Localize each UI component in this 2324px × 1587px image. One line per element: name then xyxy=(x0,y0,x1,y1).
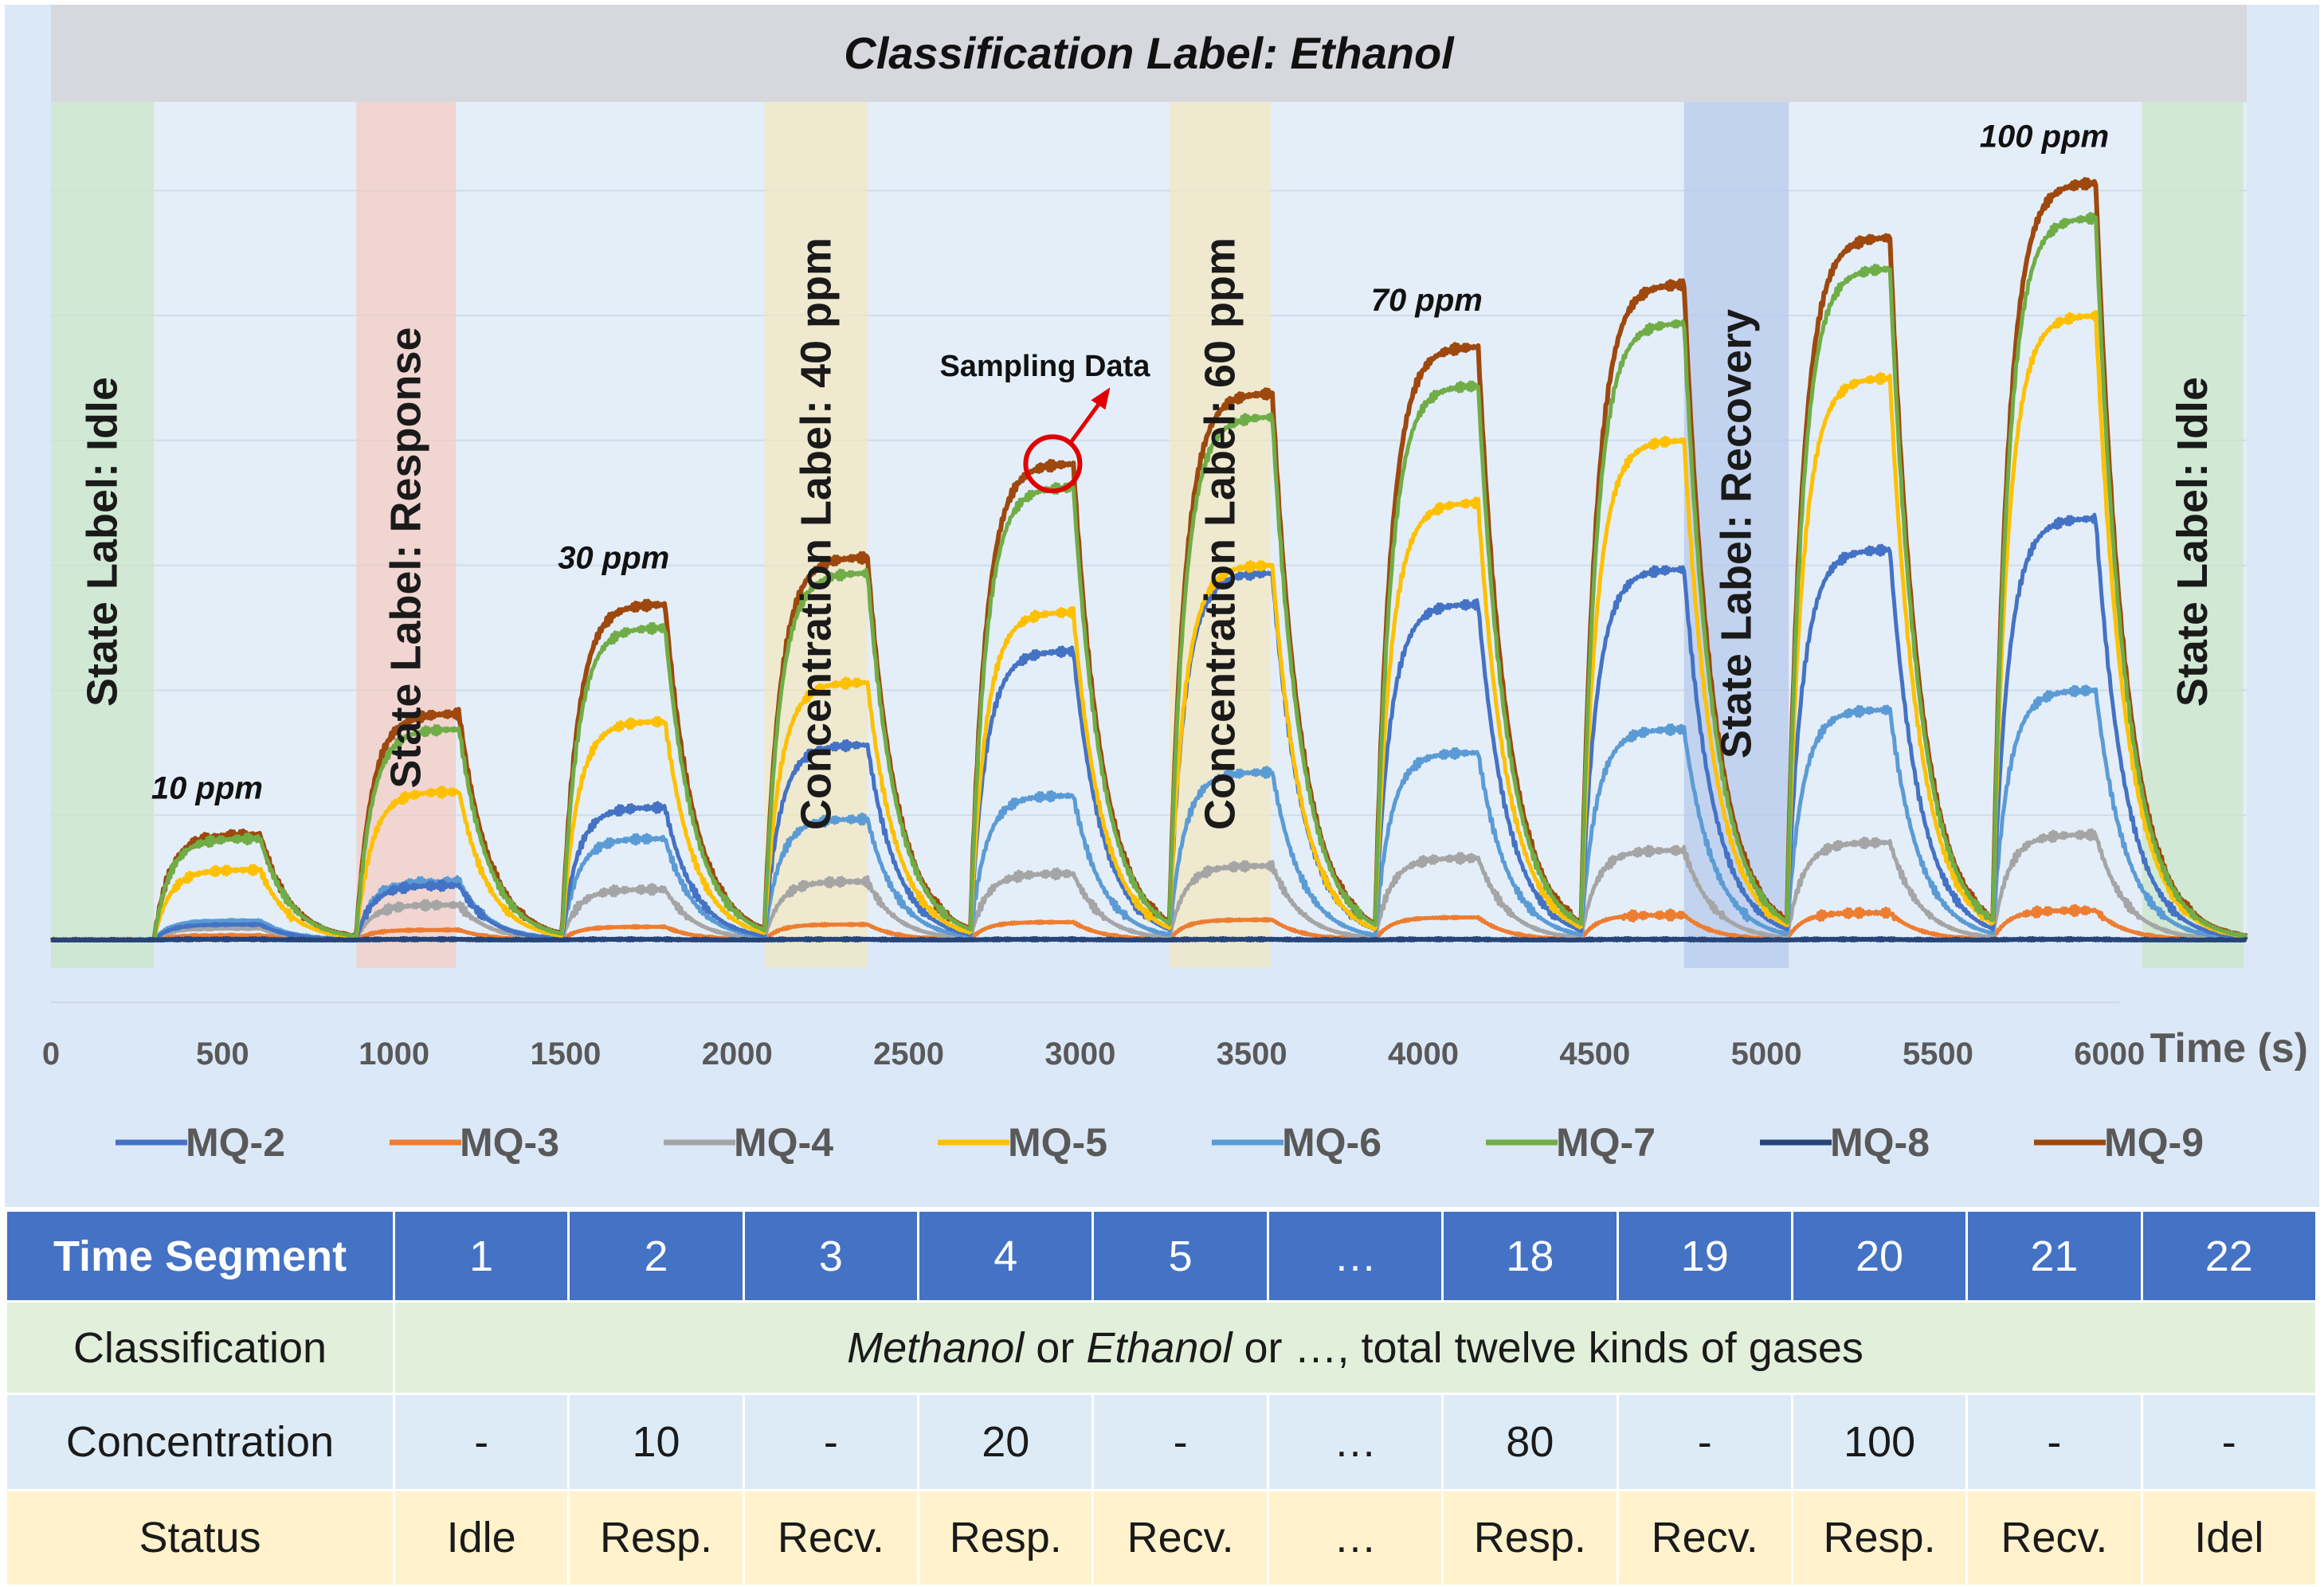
concentration-cell: - xyxy=(1616,1393,1793,1491)
status-cell: Resp. xyxy=(1790,1488,1969,1587)
legend-entry: MQ-2 xyxy=(186,1120,285,1165)
status-cell: Resp. xyxy=(1441,1488,1619,1587)
x-tick-label: 4500 xyxy=(1559,1036,1630,1072)
x-tick-label: 5000 xyxy=(1731,1036,1802,1072)
legend-entry: MQ-8 xyxy=(1830,1120,1930,1165)
concentration-peak-label: 100 ppm xyxy=(1980,119,2109,154)
concentration-cell: - xyxy=(742,1393,920,1491)
x-tick-label: 4000 xyxy=(1388,1036,1459,1072)
segment-cell: 3 xyxy=(742,1209,920,1303)
concentration-cell: … xyxy=(1266,1393,1444,1491)
state-band-label: State Label: Recovery xyxy=(1712,309,1760,758)
x-tick-label: 0 xyxy=(42,1036,60,1072)
state-band-label: State Label: Idle xyxy=(79,377,127,707)
concentration-cell: - xyxy=(2140,1393,2318,1491)
table-row-concentration: Concentration - 10 - 20 - … 80 - 100 - - xyxy=(5,1393,2318,1491)
segment-cell: 2 xyxy=(567,1209,745,1303)
state-band-label: State Label: Idle xyxy=(2169,377,2216,707)
table-row-time-segment: Time Segment 1 2 3 4 5 … 18 19 20 21 22 xyxy=(5,1209,2318,1303)
legend-entry: MQ-4 xyxy=(734,1120,833,1165)
concentration-peak-label: 70 ppm xyxy=(1371,283,1483,318)
annotation-labels: State Label: Idle State Label: Response Co… xyxy=(79,119,2217,830)
status-label: Status xyxy=(5,1488,395,1587)
concentration-peak-label: 30 ppm xyxy=(558,541,669,576)
segment-cell: 5 xyxy=(1091,1209,1269,1303)
segment-table: Time Segment 1 2 3 4 5 … 18 19 20 21 22 … xyxy=(5,1209,2318,1587)
status-cell: Idle xyxy=(392,1488,570,1587)
sampling-data-arrow xyxy=(1068,400,1103,445)
series-line-mq-8 xyxy=(49,935,2248,942)
legend-entry: MQ-6 xyxy=(1282,1120,1381,1165)
state-band xyxy=(51,102,155,968)
status-cell: Resp. xyxy=(917,1488,1095,1587)
legend-entry: MQ-3 xyxy=(460,1120,559,1165)
classification-label: Classification xyxy=(5,1300,395,1396)
chart-title: Classification Label: Ethanol xyxy=(844,28,1455,78)
status-cell: Recv. xyxy=(1091,1488,1269,1587)
segment-cell: … xyxy=(1266,1209,1444,1303)
concentration-cell: - xyxy=(1965,1393,2143,1491)
legend-entry: MQ-5 xyxy=(1008,1120,1107,1165)
segment-cell: 21 xyxy=(1965,1209,2143,1303)
sampling-data-marker xyxy=(1023,434,1083,494)
gas-methanol: Methanol xyxy=(847,1323,1025,1372)
state-band xyxy=(2142,102,2244,968)
legend: MQ-2 MQ-3 MQ-4 MQ-5 MQ-6 MQ-7 MQ-8 MQ-9 xyxy=(116,1120,2204,1165)
sensor-response-chart: State Label: Idle State Label: Response Co… xyxy=(5,5,2319,1207)
series-line-mq-7 xyxy=(50,212,2248,942)
concentration-cell: 100 xyxy=(1790,1393,1969,1491)
status-cell: Recv. xyxy=(1616,1488,1793,1587)
x-tick-label: 6000 xyxy=(2074,1036,2145,1072)
status-cell: Recv. xyxy=(742,1488,920,1587)
classification-value: Methanol or Ethanol or …, total twelve k… xyxy=(393,1300,2318,1396)
x-tick-label: 3500 xyxy=(1217,1036,1287,1072)
concentration-peak-label: 10 ppm xyxy=(151,771,263,806)
concentration-cell: 10 xyxy=(567,1393,745,1491)
gas-ethanol: Ethanol xyxy=(1086,1323,1233,1372)
legend-entry: MQ-9 xyxy=(2104,1120,2204,1165)
time-segment-header: Time Segment xyxy=(5,1209,395,1303)
series-lines xyxy=(49,177,2249,942)
x-tick-label: 5500 xyxy=(1903,1036,1973,1072)
series-line-mq-4 xyxy=(50,828,2248,942)
segment-cell: 1 xyxy=(392,1209,570,1303)
status-cell: Resp. xyxy=(567,1488,745,1587)
x-tick-label: 3000 xyxy=(1044,1036,1115,1072)
segment-cell: 4 xyxy=(917,1209,1095,1303)
status-cell: Recv. xyxy=(1965,1488,2143,1587)
state-band-label: Concentration Label: 60 ppm xyxy=(1196,237,1244,830)
x-tick-label: 1500 xyxy=(530,1036,601,1072)
status-cell: Idel xyxy=(2140,1488,2318,1587)
state-band-label: Concentration Label: 40 ppm xyxy=(792,237,840,830)
x-tick-label: 2500 xyxy=(873,1036,944,1072)
segment-cell: 19 xyxy=(1616,1209,1793,1303)
state-band xyxy=(356,102,457,968)
concentration-label: Concentration xyxy=(5,1393,395,1491)
or-text: or xyxy=(1024,1323,1087,1372)
sampling-data-arrowhead xyxy=(1091,387,1111,410)
concentration-cell: - xyxy=(392,1393,570,1491)
x-tick-label: 500 xyxy=(196,1036,249,1072)
series-line-mq-5 xyxy=(50,310,2248,942)
segment-cell: 20 xyxy=(1790,1209,1969,1303)
x-axis-label: Time (s) xyxy=(2150,1025,2308,1072)
x-tick-label: 2000 xyxy=(702,1036,773,1072)
table-row-classification: Classification Methanol or Ethanol or …,… xyxy=(5,1300,2318,1396)
segment-cell: 22 xyxy=(2140,1209,2318,1303)
title-bar xyxy=(51,5,2247,102)
concentration-cell: - xyxy=(1091,1393,1269,1491)
table-row-status: Status Idle Resp. Recv. Resp. Recv. … Re… xyxy=(5,1488,2318,1587)
segment-cell: 18 xyxy=(1441,1209,1619,1303)
x-axis: 0 500 1000 1500 2000 2500 3000 3500 4000 4500 5000… xyxy=(42,1001,2145,1072)
state-band-label: State Label: Response xyxy=(382,327,430,788)
status-cell: … xyxy=(1266,1488,1444,1587)
classification-rest: or …, total twelve kinds of gases xyxy=(1232,1323,1864,1372)
concentration-cell: 80 xyxy=(1441,1393,1619,1491)
x-tick-label: 1000 xyxy=(359,1036,429,1072)
concentration-cell: 20 xyxy=(917,1393,1095,1491)
sampling-data-label: Sampling Data xyxy=(939,350,1150,383)
legend-entry: MQ-7 xyxy=(1556,1120,1656,1165)
